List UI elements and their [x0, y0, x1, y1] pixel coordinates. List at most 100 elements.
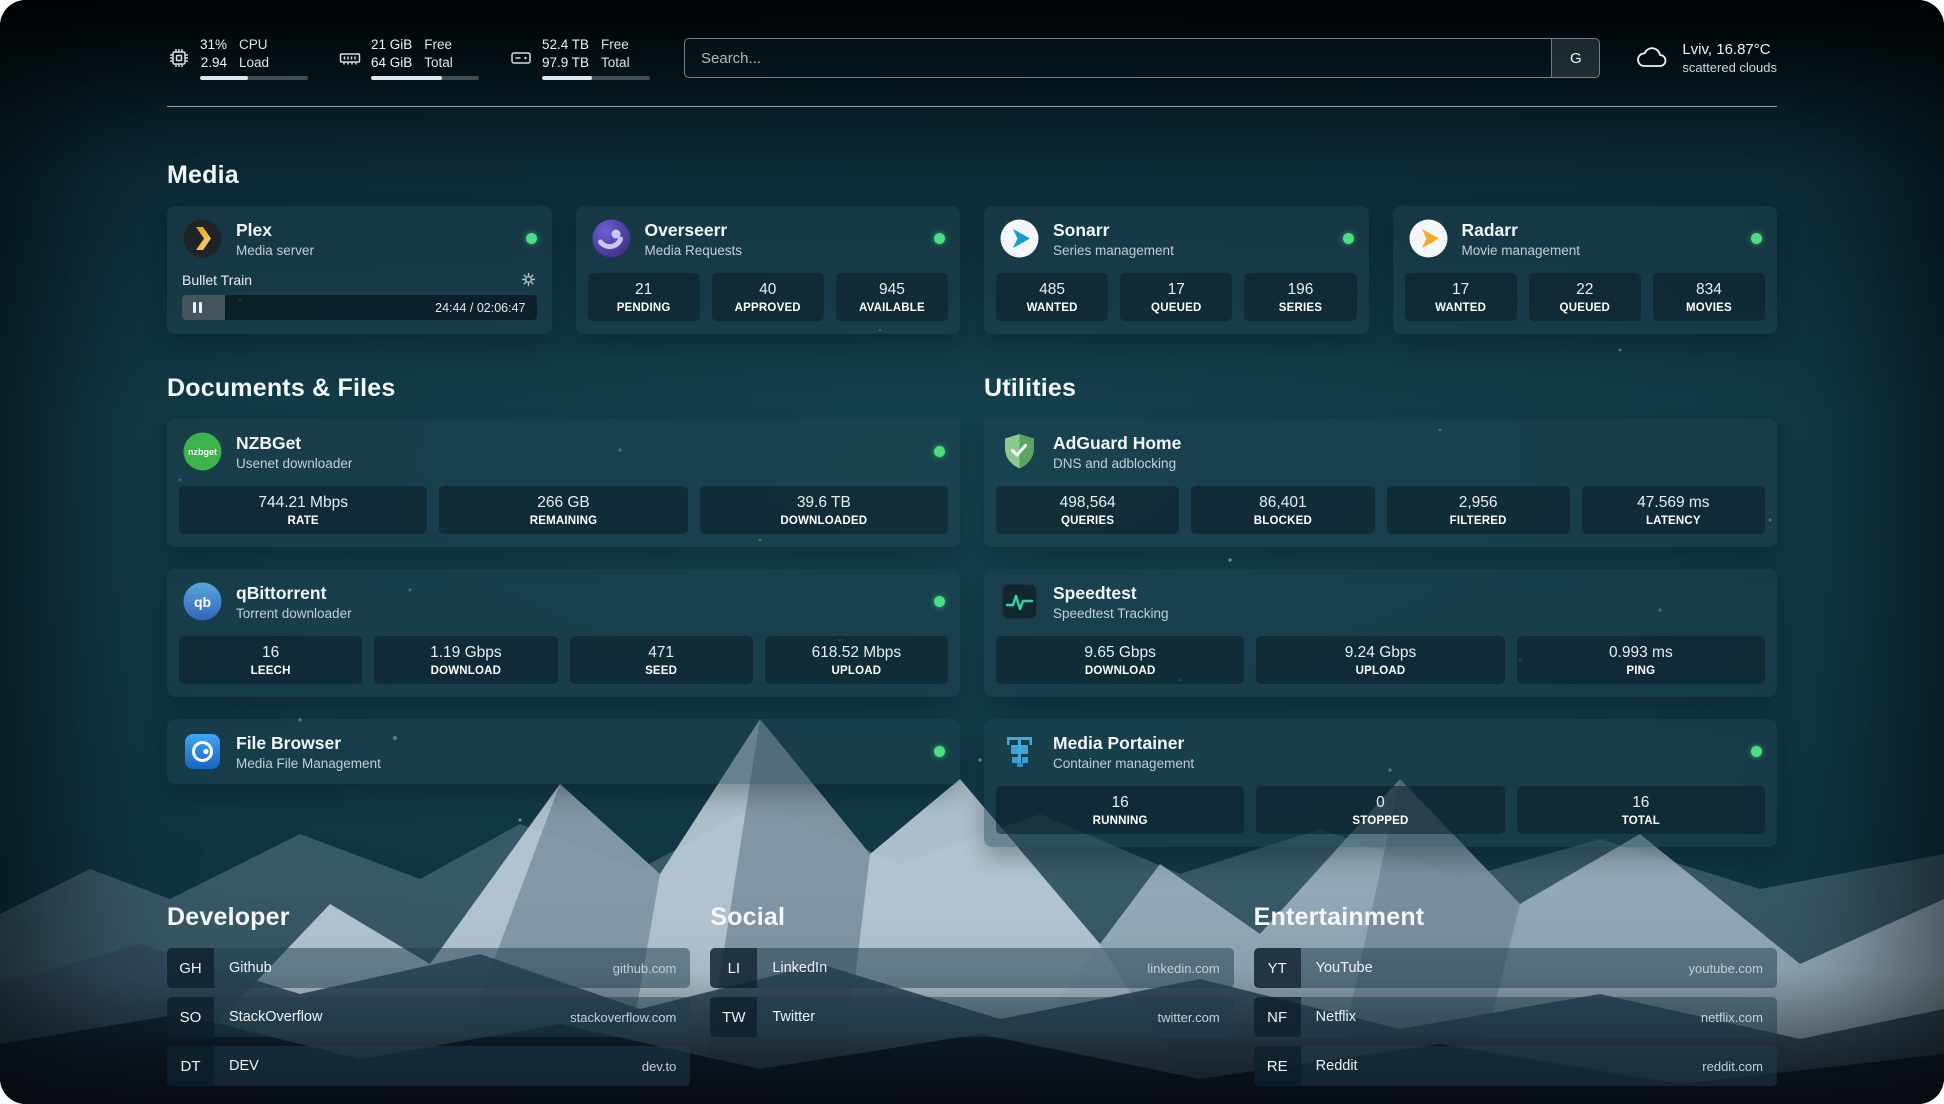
- plex-icon: [182, 218, 223, 259]
- service-name: qBittorrent: [236, 583, 352, 604]
- bookmark-twitter[interactable]: TW Twitter twitter.com: [710, 997, 1233, 1037]
- service-card-plex: Plex Media server Bullet Train: [167, 206, 552, 334]
- service-card-radarr: Radarr Movie management 17 WANTED 22 QUE…: [1393, 206, 1778, 334]
- disk-total-label: Total: [601, 54, 630, 72]
- radarr-icon: [1408, 218, 1449, 259]
- search-input[interactable]: [685, 39, 1551, 77]
- cpu-widget-body: 31% 2.94 CPU Load: [200, 36, 308, 80]
- search-bar[interactable]: G: [684, 38, 1600, 78]
- service-description: Movie management: [1462, 243, 1581, 258]
- stat-label: AVAILABLE: [840, 302, 944, 314]
- stat-value: 16: [1000, 794, 1240, 812]
- bookmark-youtube[interactable]: YT YouTube youtube.com: [1254, 948, 1777, 988]
- status-online-dot: [934, 233, 945, 244]
- search-provider-button[interactable]: G: [1551, 39, 1599, 77]
- stat-label: DOWNLOAD: [378, 665, 553, 677]
- filebrowser-icon: [182, 731, 223, 772]
- stat-label: SERIES: [1248, 302, 1352, 314]
- service-description: DNS and adblocking: [1053, 456, 1181, 471]
- svg-text:qb: qb: [194, 594, 211, 610]
- stat-block: 39.6 TB DOWNLOADED: [700, 486, 948, 534]
- stat-block: 22 QUEUED: [1529, 273, 1641, 321]
- stat-block: 2,956 FILTERED: [1387, 486, 1570, 534]
- service-description: Series management: [1053, 243, 1174, 258]
- overseerr-link[interactable]: Overseerr Media Requests: [576, 206, 961, 271]
- service-name: AdGuard Home: [1053, 433, 1181, 454]
- stat-block: 17 QUEUED: [1120, 273, 1232, 321]
- stat-label: SEED: [574, 665, 749, 677]
- disk-free-value: 52.4 TB: [542, 36, 589, 54]
- stat-block: 498,564 QUERIES: [996, 486, 1179, 534]
- bookmark-abbr: RE: [1254, 1046, 1301, 1086]
- gear-icon[interactable]: [520, 271, 537, 288]
- bookmark-stackoverflow[interactable]: SO StackOverflow stackoverflow.com: [167, 997, 690, 1037]
- cpu-load-value: 2.94: [200, 54, 227, 72]
- radarr-link[interactable]: Radarr Movie management: [1393, 206, 1778, 271]
- nzbget-icon: nzbget: [182, 431, 223, 472]
- stat-value: 86,401: [1195, 494, 1370, 512]
- section-title-developer: Developer: [167, 903, 690, 932]
- qbittorrent-icon: qb: [182, 581, 223, 622]
- stat-value: 266 GB: [443, 494, 683, 512]
- status-online-dot: [1751, 746, 1762, 757]
- bookmark-linkedin[interactable]: LI LinkedIn linkedin.com: [710, 948, 1233, 988]
- service-card-overseerr: Overseerr Media Requests 21 PENDING 40 A…: [576, 206, 961, 334]
- top-bar: 31% 2.94 CPU Load: [167, 36, 1777, 80]
- speedtest-pulse-icon: [999, 581, 1040, 622]
- service-name: Plex: [236, 220, 314, 241]
- bookmark-name: StackOverflow: [229, 1009, 322, 1025]
- stat-label: STOPPED: [1260, 815, 1500, 827]
- bookmark-name: YouTube: [1316, 960, 1373, 976]
- status-online-dot: [526, 233, 537, 244]
- disk-widget-body: 52.4 TB 97.9 TB Free Total: [542, 36, 650, 80]
- stat-value: 16: [183, 644, 358, 662]
- bookmark-abbr: YT: [1254, 948, 1301, 988]
- bookmark-dev[interactable]: DT DEV dev.to: [167, 1046, 690, 1086]
- section-title-documents: Documents & Files: [167, 374, 960, 403]
- nzbget-link[interactable]: nzbget NZBGet Usenet downloader: [167, 419, 960, 484]
- cpu-progress-bar: [200, 76, 308, 80]
- stat-label: QUERIES: [1000, 515, 1175, 527]
- status-online-dot: [934, 746, 945, 757]
- stat-value: 21: [592, 281, 696, 299]
- svg-text:nzbget: nzbget: [188, 447, 217, 457]
- stat-value: 40: [716, 281, 820, 299]
- stat-label: LATENCY: [1586, 515, 1761, 527]
- stat-block: 266 GB REMAINING: [439, 486, 687, 534]
- bookmark-group-entertainment: Entertainment YT YouTube youtube.com NF …: [1254, 903, 1777, 1086]
- bookmark-name: DEV: [229, 1058, 259, 1074]
- service-description: Media Requests: [645, 243, 743, 258]
- stat-label: UPLOAD: [769, 665, 944, 677]
- adguard-link[interactable]: AdGuard Home DNS and adblocking: [984, 419, 1777, 484]
- disk-progress-fill: [542, 76, 592, 80]
- stat-block: 86,401 BLOCKED: [1191, 486, 1374, 534]
- weather-condition: scattered clouds: [1682, 60, 1777, 77]
- status-online-dot: [1751, 233, 1762, 244]
- qbittorrent-link[interactable]: qb qBittorrent Torrent downloader: [167, 569, 960, 634]
- plex-link[interactable]: Plex Media server: [167, 206, 552, 271]
- bookmark-reddit[interactable]: RE Reddit reddit.com: [1254, 1046, 1777, 1086]
- memory-free-value: 21 GiB: [371, 36, 412, 54]
- bookmark-url: dev.to: [642, 1059, 676, 1074]
- plex-now-playing: Bullet Train 24:44 / 02:06:4: [167, 271, 552, 333]
- bookmark-name: Github: [229, 960, 272, 976]
- bookmark-netflix[interactable]: NF Netflix netflix.com: [1254, 997, 1777, 1037]
- stat-value: 0.993 ms: [1521, 644, 1761, 662]
- portainer-link[interactable]: Media Portainer Container management: [984, 719, 1777, 784]
- service-card-qbittorrent: qb qBittorrent Torrent downloader: [167, 569, 960, 697]
- stat-value: 17: [1409, 281, 1513, 299]
- stat-value: 618.52 Mbps: [769, 644, 944, 662]
- bookmark-url: netflix.com: [1701, 1010, 1763, 1025]
- overseerr-icon: [591, 218, 632, 259]
- stat-block: 16 RUNNING: [996, 786, 1244, 834]
- sonarr-link[interactable]: Sonarr Series management: [984, 206, 1369, 271]
- playback-progress-bar[interactable]: 24:44 / 02:06:47: [182, 295, 537, 320]
- stat-value: 9.24 Gbps: [1260, 644, 1500, 662]
- stat-label: PENDING: [592, 302, 696, 314]
- bookmark-name: Netflix: [1316, 1009, 1356, 1025]
- pause-button[interactable]: [193, 302, 202, 313]
- stat-block: 9.65 Gbps DOWNLOAD: [996, 636, 1244, 684]
- filebrowser-link[interactable]: File Browser Media File Management: [167, 719, 960, 784]
- speedtest-link[interactable]: Speedtest Speedtest Tracking: [984, 569, 1777, 634]
- bookmark-github[interactable]: GH Github github.com: [167, 948, 690, 988]
